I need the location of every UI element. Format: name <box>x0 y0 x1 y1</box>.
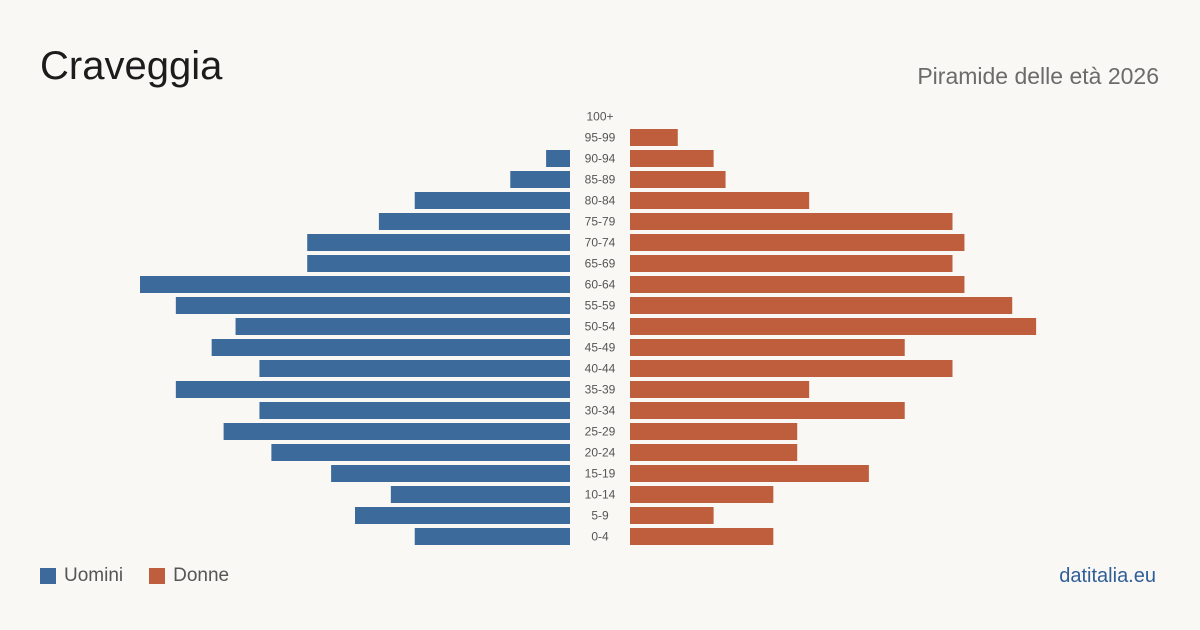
age-label-30-34: 30-34 <box>585 404 616 418</box>
bar-female-10-14 <box>630 486 774 503</box>
bar-female-0-4 <box>630 528 774 545</box>
age-label-35-39: 35-39 <box>585 383 616 397</box>
age-label-10-14: 10-14 <box>585 488 616 502</box>
bar-female-85-89 <box>630 171 726 188</box>
bar-female-25-29 <box>630 423 798 440</box>
bar-female-70-74 <box>630 234 965 251</box>
bar-female-65-69 <box>630 255 953 272</box>
bar-female-55-59 <box>630 297 1013 314</box>
bar-male-35-39 <box>175 381 571 398</box>
age-label-5-9: 5-9 <box>591 509 609 523</box>
bar-male-90-94 <box>546 150 570 167</box>
bar-male-0-4 <box>414 528 570 545</box>
age-label-45-49: 45-49 <box>585 341 616 355</box>
age-label-85-89: 85-89 <box>585 173 616 187</box>
age-label-80-84: 80-84 <box>585 194 616 208</box>
bar-male-25-29 <box>223 423 570 440</box>
bar-female-50-54 <box>630 318 1037 335</box>
bar-male-40-44 <box>259 360 570 377</box>
bar-male-10-14 <box>390 486 570 503</box>
age-label-55-59: 55-59 <box>585 299 616 313</box>
bar-female-90-94 <box>630 150 714 167</box>
legend-label-female: Donne <box>173 565 230 586</box>
age-label-25-29: 25-29 <box>585 425 616 439</box>
age-label-0-4: 0-4 <box>591 530 609 544</box>
bar-male-50-54 <box>235 318 571 335</box>
legend-item-female: Donne <box>149 565 229 587</box>
age-label-60-64: 60-64 <box>585 278 616 292</box>
chart-title: Craveggia <box>40 44 223 88</box>
bar-female-80-84 <box>630 192 810 209</box>
age-label-100+: 100+ <box>586 110 613 124</box>
bar-male-65-69 <box>307 255 570 272</box>
chart-subtitle: Piramide delle età 2026 <box>917 63 1159 89</box>
age-label-20-24: 20-24 <box>585 446 616 460</box>
bar-male-55-59 <box>175 297 571 314</box>
bar-female-40-44 <box>630 360 953 377</box>
legend-label-male: Uomini <box>64 565 124 586</box>
bar-male-70-74 <box>307 234 570 251</box>
bar-male-5-9 <box>355 507 570 524</box>
bar-male-30-34 <box>259 402 570 419</box>
age-label-40-44: 40-44 <box>585 362 616 376</box>
bar-female-15-19 <box>630 465 869 482</box>
bar-male-85-89 <box>510 171 570 188</box>
bar-male-80-84 <box>414 192 570 209</box>
age-label-65-69: 65-69 <box>585 257 616 271</box>
age-label-50-54: 50-54 <box>585 320 616 334</box>
age-label-70-74: 70-74 <box>585 236 616 250</box>
bar-male-15-19 <box>331 465 570 482</box>
legend-item-male: Uomini <box>40 565 123 587</box>
bar-female-95-99 <box>630 129 678 146</box>
age-label-75-79: 75-79 <box>585 215 616 229</box>
age-label-15-19: 15-19 <box>585 467 616 481</box>
age-label-95-99: 95-99 <box>585 131 616 145</box>
legend-swatch-male <box>40 568 56 584</box>
bar-female-60-64 <box>630 276 965 293</box>
bar-male-45-49 <box>211 339 570 356</box>
bar-male-60-64 <box>140 276 570 293</box>
bar-female-45-49 <box>630 339 905 356</box>
legend: Uomini Donne <box>40 565 255 587</box>
age-label-90-94: 90-94 <box>585 152 616 166</box>
bar-female-30-34 <box>630 402 905 419</box>
bar-female-20-24 <box>630 444 798 461</box>
population-pyramid: 100+ 95-99 90-94 85-89 80-84 75-79 70-74 65-69 6… <box>140 110 1037 545</box>
bar-female-75-79 <box>630 213 953 230</box>
legend-swatch-female <box>149 568 166 584</box>
brand-link[interactable]: datitalia.eu <box>1059 565 1156 587</box>
bar-female-35-39 <box>630 381 810 398</box>
bar-female-5-9 <box>630 507 714 524</box>
bar-male-75-79 <box>378 213 570 230</box>
bar-male-20-24 <box>271 444 570 461</box>
